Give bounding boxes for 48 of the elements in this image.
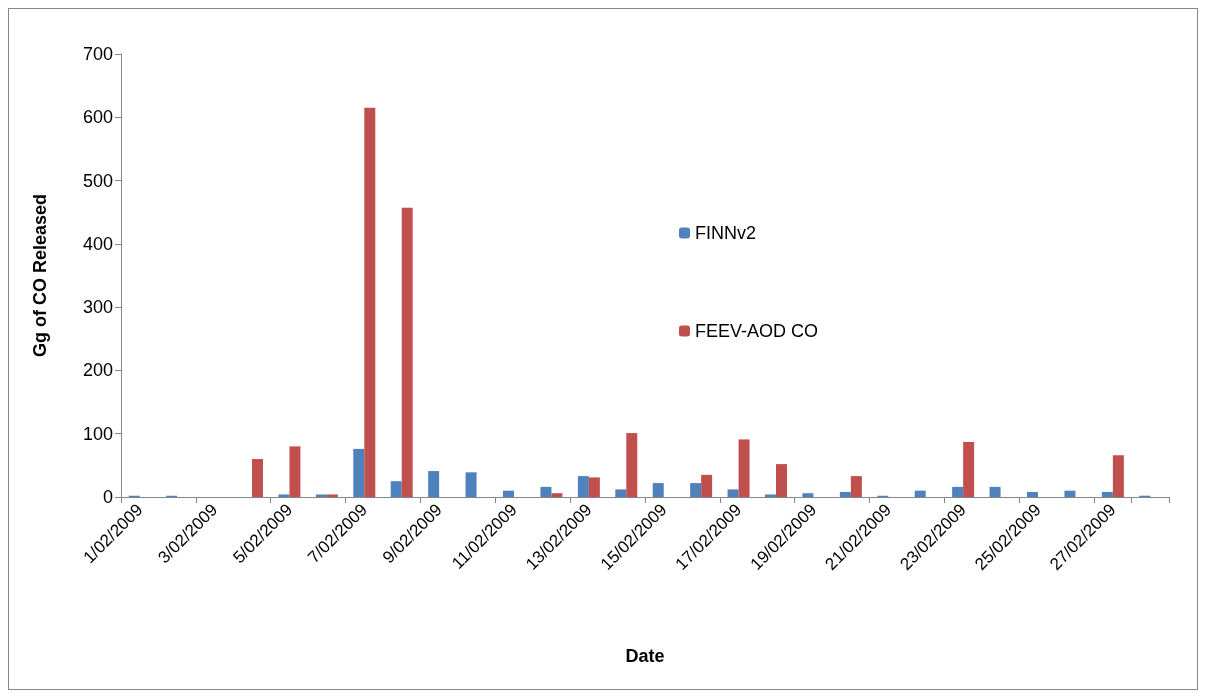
bar (503, 490, 514, 497)
legend-label: FEEV-AOD CO (695, 321, 819, 341)
bar (278, 494, 290, 497)
bar (252, 459, 263, 497)
bar (839, 491, 851, 497)
bar (690, 483, 702, 497)
bar (765, 494, 776, 497)
bar (626, 433, 638, 497)
bar (401, 207, 413, 497)
bar (428, 471, 440, 497)
bar (802, 493, 814, 497)
y-tick-label: 200 (82, 360, 113, 381)
bar (551, 493, 563, 497)
bar (465, 472, 477, 497)
bar (914, 490, 926, 497)
bar (353, 448, 365, 497)
bar (1064, 490, 1076, 497)
bar (588, 477, 600, 497)
bar (364, 107, 376, 497)
bar (615, 489, 627, 497)
bar (289, 446, 301, 497)
bar (850, 476, 862, 497)
bar (701, 474, 713, 497)
bar (390, 481, 402, 497)
bar (1027, 491, 1038, 497)
y-tick-label: 500 (82, 170, 113, 191)
bar (315, 494, 327, 497)
y-tick-label: 300 (82, 297, 113, 318)
bar (577, 476, 589, 497)
y-tick-label: 100 (82, 423, 113, 444)
bar (540, 486, 552, 497)
y-tick-label: 0 (102, 487, 113, 507)
x-axis-title: Date (625, 646, 665, 666)
bar (989, 486, 1001, 497)
y-tick-label: 400 (82, 233, 113, 254)
bar (326, 494, 338, 497)
bar (727, 489, 739, 497)
bar (652, 483, 664, 497)
y-tick-label: 700 (82, 44, 113, 64)
bar (1101, 491, 1113, 497)
y-tick-label: 600 (82, 107, 113, 128)
bar (952, 486, 964, 497)
bar (963, 441, 975, 497)
legend-label: FINNv2 (695, 223, 757, 243)
bar (1112, 455, 1124, 497)
bar (738, 439, 750, 497)
bar (776, 464, 787, 497)
y-axis-title: Gg of CO Released (30, 193, 50, 358)
